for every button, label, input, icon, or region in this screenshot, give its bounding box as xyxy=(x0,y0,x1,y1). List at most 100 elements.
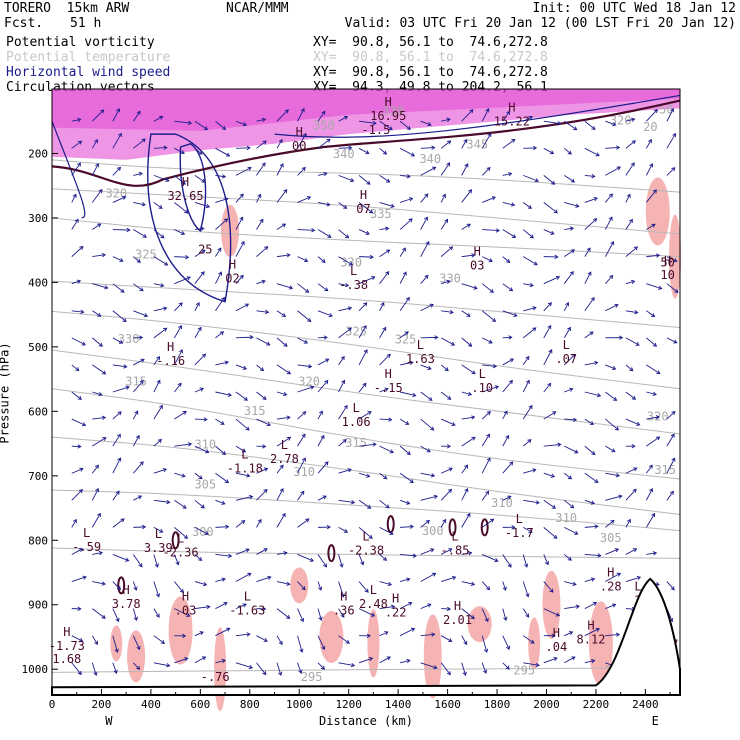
circulation-vector xyxy=(276,635,283,645)
circulation-vector xyxy=(379,526,394,535)
circulation-vector xyxy=(297,581,306,590)
circulation-vector xyxy=(153,174,170,182)
vector-arrowhead xyxy=(160,640,166,644)
vector-arrowhead xyxy=(619,335,624,340)
vector-arrowhead xyxy=(426,448,431,453)
circulation-vector xyxy=(92,310,101,317)
vector-arrowhead xyxy=(529,234,534,239)
low-level-shading xyxy=(645,177,670,246)
circulation-vector xyxy=(153,256,168,266)
vector-arrowhead xyxy=(74,218,79,223)
circulation-vector xyxy=(482,554,498,562)
circulation-vector xyxy=(440,391,451,400)
extremum-value: 2.78 xyxy=(270,452,299,466)
circulation-vector xyxy=(338,174,354,182)
circulation-vector xyxy=(71,662,82,675)
circulation-vector xyxy=(112,337,123,344)
circulation-vector xyxy=(194,302,200,311)
vector-arrowhead xyxy=(200,504,205,509)
circulation-vector xyxy=(461,223,471,230)
circulation-vector xyxy=(92,283,108,289)
vector-arrowhead xyxy=(629,367,634,372)
vector-arrowhead xyxy=(97,512,101,518)
circulation-vector xyxy=(461,254,475,258)
circulation-vector xyxy=(379,445,394,453)
vector-arrowhead xyxy=(261,279,266,284)
circulation-vector xyxy=(522,229,534,239)
y-tick-label: 600 xyxy=(28,405,48,418)
vector-arrowhead xyxy=(468,551,473,556)
circulation-vector xyxy=(92,364,106,375)
circulation-vector xyxy=(338,116,348,122)
circulation-vector xyxy=(646,464,653,474)
circulation-vector xyxy=(173,349,183,366)
isentrope-label: 320 xyxy=(298,375,320,389)
vector-arrowhead xyxy=(430,473,436,478)
vector-arrowhead xyxy=(200,226,205,231)
circulation-vector xyxy=(646,552,657,555)
vector-arrowhead xyxy=(117,457,122,462)
vector-arrowhead xyxy=(120,518,125,523)
circulation-vector xyxy=(563,147,572,155)
vector-arrowhead xyxy=(532,468,537,473)
extremum-marker: L xyxy=(281,438,288,452)
vector-arrowhead xyxy=(266,341,271,346)
circulation-vector xyxy=(297,256,308,262)
vector-arrowhead xyxy=(486,166,491,172)
circulation-vector xyxy=(194,418,207,421)
x-tick-label: 0 xyxy=(49,698,56,711)
isentrope-label: 295 xyxy=(513,663,535,677)
vector-arrowhead xyxy=(117,411,122,416)
circulation-vector xyxy=(153,380,161,393)
extremum-value: 00 xyxy=(292,139,306,153)
circulation-vector xyxy=(564,499,574,509)
vector-arrowhead xyxy=(98,188,103,194)
circulation-vector xyxy=(399,147,415,157)
vector-arrowhead xyxy=(249,335,254,340)
circulation-vector xyxy=(666,457,676,474)
circulation-vector xyxy=(338,283,349,287)
vector-arrowhead xyxy=(528,404,533,410)
circulation-vector xyxy=(317,461,329,474)
circulation-vector xyxy=(584,362,598,366)
circulation-vector xyxy=(112,364,127,368)
vector-arrowhead xyxy=(506,258,511,263)
circulation-vector xyxy=(400,361,413,366)
vector-arrowhead xyxy=(163,327,168,332)
vector-arrowhead xyxy=(614,303,619,308)
vector-arrowhead xyxy=(137,495,143,500)
circulation-vector xyxy=(174,175,186,185)
circulation-vector xyxy=(235,275,244,284)
vector-arrowhead xyxy=(221,451,227,456)
circulation-vector xyxy=(358,554,364,565)
forecast-label: Fcst. xyxy=(4,16,44,31)
circulation-vector xyxy=(215,174,226,178)
extremum-marker: H xyxy=(123,583,130,597)
vector-arrowhead xyxy=(181,473,186,478)
vector-arrowhead xyxy=(553,534,558,539)
circulation-vector xyxy=(235,662,253,669)
vector-arrowhead xyxy=(384,387,389,392)
circulation-vector xyxy=(522,327,537,339)
vector-arrowhead xyxy=(267,575,272,580)
circulation-vector xyxy=(235,445,246,453)
circulation-vector xyxy=(441,280,450,285)
circulation-vector xyxy=(400,391,416,397)
circulation-vector xyxy=(358,349,368,366)
vector-arrowhead xyxy=(201,656,207,661)
vector-arrowhead xyxy=(186,612,191,617)
circulation-vector xyxy=(420,572,436,582)
vector-arrowhead xyxy=(178,302,183,307)
circulation-vector xyxy=(215,120,226,130)
circulation-vector xyxy=(645,139,652,149)
circulation-vector xyxy=(379,472,387,480)
circulation-vector xyxy=(563,354,576,366)
extremum-value: -.38 xyxy=(339,278,368,292)
low-level-shading xyxy=(467,606,492,643)
extremum-marker: L xyxy=(516,512,523,526)
isentrope-345 xyxy=(51,159,681,193)
vector-arrowhead xyxy=(197,326,202,331)
vector-arrowhead xyxy=(284,109,289,114)
vector-arrowhead xyxy=(102,370,107,375)
circulation-vector xyxy=(523,116,533,122)
